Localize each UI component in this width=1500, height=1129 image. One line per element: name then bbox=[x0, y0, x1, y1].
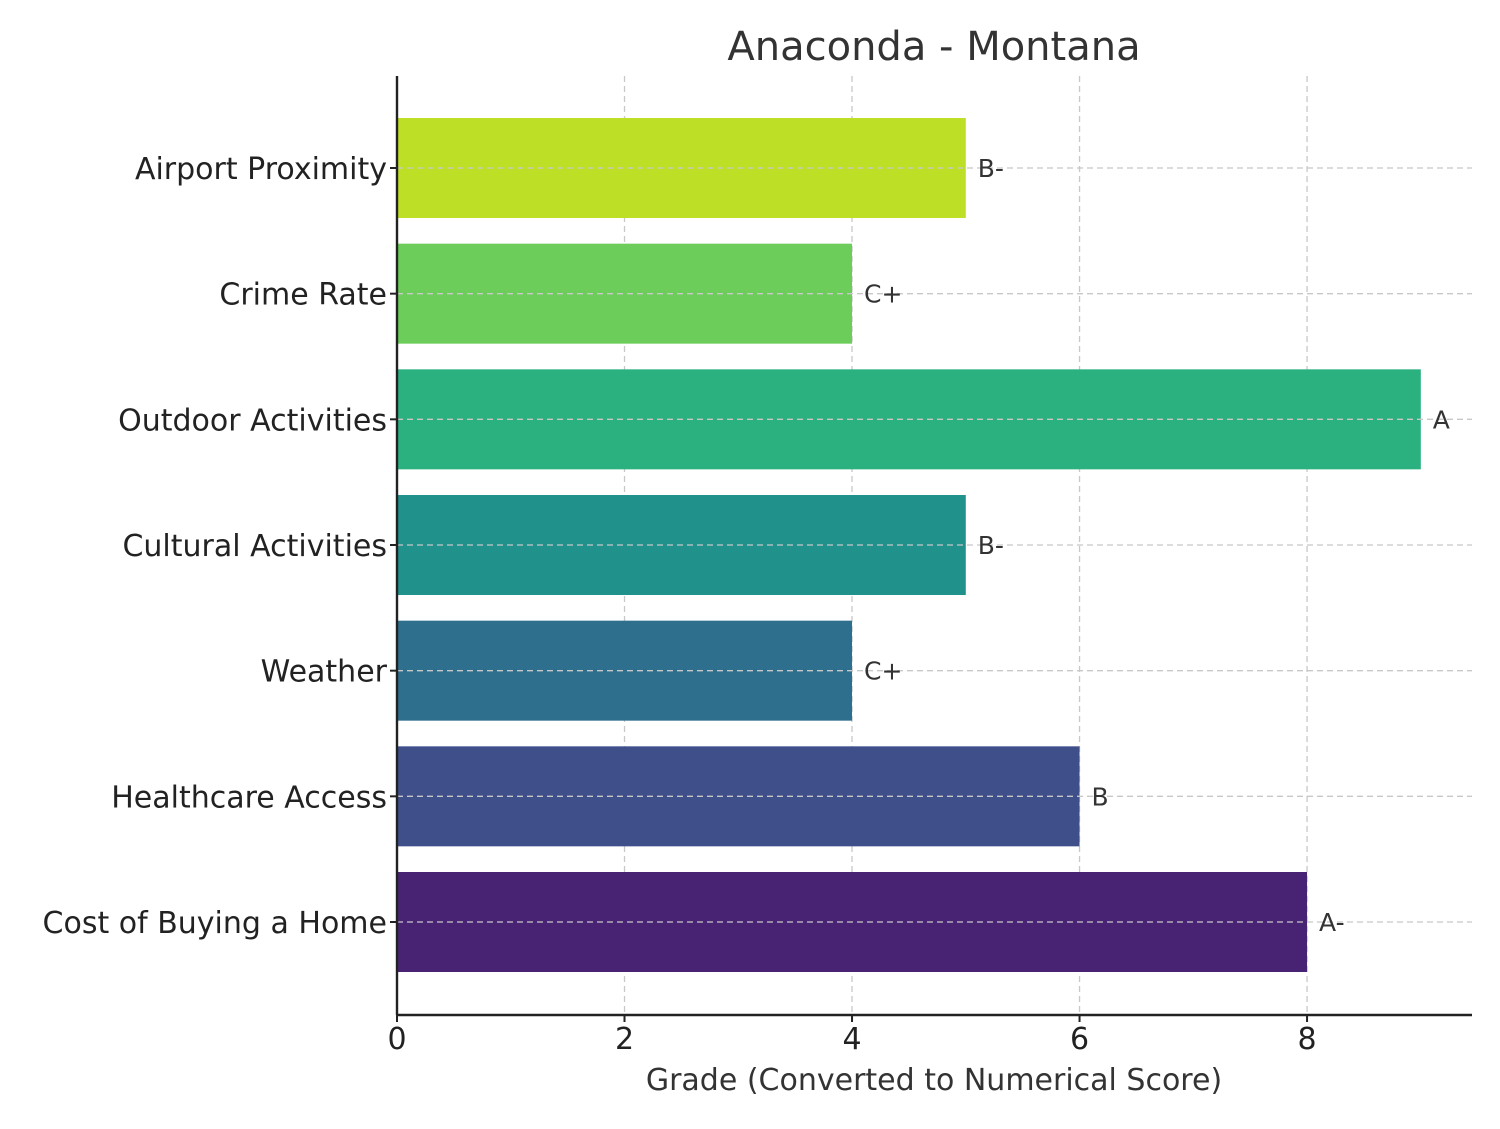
bar-value-label: B bbox=[1092, 782, 1109, 811]
x-tick-label: 0 bbox=[387, 1022, 406, 1057]
y-tick-label: Weather bbox=[261, 655, 388, 690]
bar-value-label: C+ bbox=[864, 280, 902, 309]
bar-value-label: A bbox=[1433, 405, 1450, 434]
x-tick-label: 2 bbox=[615, 1022, 634, 1057]
x-tick-label: 4 bbox=[842, 1022, 861, 1057]
bar-value-label: A- bbox=[1319, 908, 1345, 937]
bar-value-label: C+ bbox=[864, 657, 902, 686]
x-tick-label: 6 bbox=[1070, 1022, 1089, 1057]
bar-value-label: B- bbox=[978, 531, 1004, 560]
x-tick-label: 8 bbox=[1298, 1022, 1317, 1057]
category-labels: Cost of Buying a Home Healthcare Access We… bbox=[43, 152, 388, 941]
bar-value-label: B- bbox=[978, 154, 1004, 183]
bar-value-labels: A- B C+ B- A C+ B- bbox=[864, 154, 1450, 937]
y-tick-label: Crime Rate bbox=[219, 278, 387, 313]
y-tick-label: Outdoor Activities bbox=[118, 403, 387, 438]
y-tick-label: Healthcare Access bbox=[111, 780, 387, 815]
bar bbox=[397, 243, 853, 344]
y-tick-label: Cost of Buying a Home bbox=[43, 906, 387, 941]
x-axis-label: Grade (Converted to Numerical Score) bbox=[646, 1063, 1222, 1098]
y-tick-label: Cultural Activities bbox=[122, 529, 387, 564]
bar bbox=[397, 620, 853, 721]
y-tick-label: Airport Proximity bbox=[135, 152, 387, 187]
x-ticks: 0 2 4 6 8 bbox=[387, 167, 1317, 1057]
chart-title: Anaconda - Montana bbox=[727, 24, 1140, 70]
